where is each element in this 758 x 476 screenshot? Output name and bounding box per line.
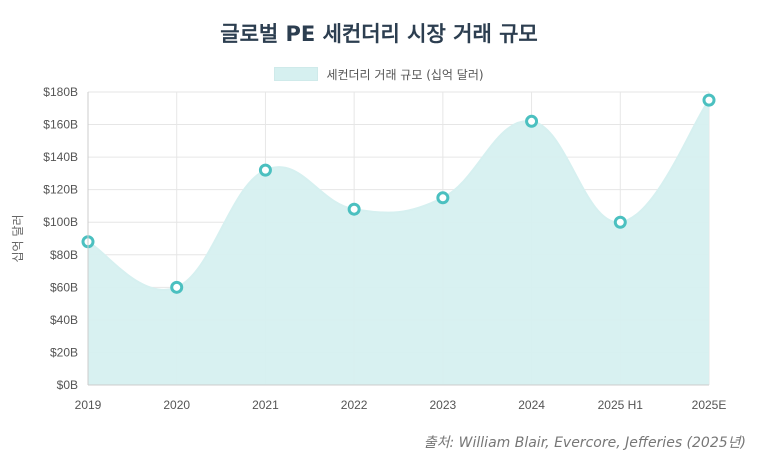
data-point — [525, 114, 539, 128]
legend[interactable]: 세컨더리 거래 규모 (십억 달러) — [0, 66, 758, 83]
y-tick-label: $140B — [43, 150, 78, 164]
y-tick-label: $20B — [50, 345, 78, 359]
x-tick-label: 2020 — [163, 398, 190, 412]
data-point — [347, 202, 361, 216]
x-tick-label: 2024 — [518, 398, 545, 412]
series-area — [88, 100, 709, 385]
y-tick-label: $120B — [43, 183, 78, 197]
x-tick-label: 2019 — [75, 398, 102, 412]
y-tick-label: $100B — [43, 215, 78, 229]
x-tick-label: 2023 — [430, 398, 457, 412]
x-tick-label: 2022 — [341, 398, 368, 412]
source-note: 출처: William Blair, Evercore, Jefferies (… — [423, 435, 746, 451]
data-point — [436, 191, 450, 205]
data-point — [258, 163, 272, 177]
legend-label: 세컨더리 거래 규모 (십억 달러) — [326, 68, 484, 82]
x-tick-label: 2025E — [692, 398, 727, 412]
y-tick-label: $180B — [43, 85, 78, 99]
chart-title: 글로벌 PE 세컨더리 시장 거래 규모 — [220, 22, 538, 46]
y-tick-label: $0B — [57, 378, 78, 392]
legend-swatch — [274, 67, 319, 81]
x-tick-label: 2025 H1 — [598, 398, 644, 412]
y-tick-label: $80B — [50, 248, 78, 262]
data-point — [170, 280, 184, 294]
y-tick-label: $40B — [50, 313, 78, 327]
y-axis-label: 십억 달러 — [11, 215, 25, 263]
y-tick-label: $160B — [43, 118, 78, 132]
y-tick-label: $60B — [50, 280, 78, 294]
x-tick-label: 2021 — [252, 398, 279, 412]
data-point — [702, 93, 716, 107]
data-point — [613, 215, 627, 229]
